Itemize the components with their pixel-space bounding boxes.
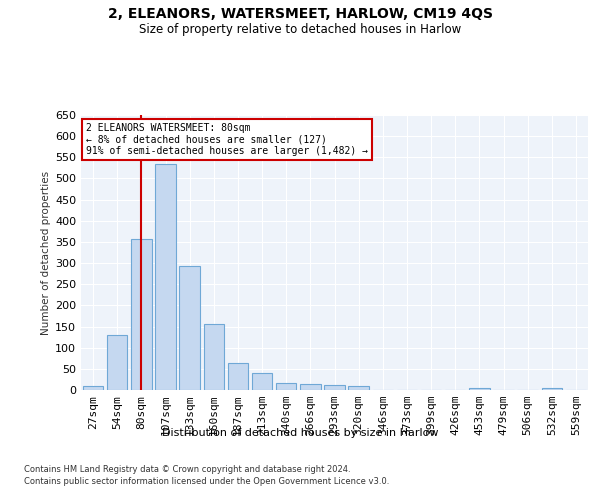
Text: Size of property relative to detached houses in Harlow: Size of property relative to detached ho… (139, 22, 461, 36)
Bar (252, 373, 272, 390)
Bar (203, 324, 224, 390)
Bar (131, 238, 152, 390)
Bar (227, 362, 248, 390)
Bar (179, 266, 200, 390)
Bar (542, 388, 562, 390)
Bar (349, 386, 369, 390)
Bar (469, 388, 490, 390)
Text: 2, ELEANORS, WATERSMEET, HARLOW, CM19 4QS: 2, ELEANORS, WATERSMEET, HARLOW, CM19 4Q… (107, 8, 493, 22)
Bar (300, 384, 320, 390)
Bar (155, 164, 176, 390)
Bar (83, 386, 103, 390)
Bar (107, 335, 127, 390)
Text: Distribution of detached houses by size in Harlow: Distribution of detached houses by size … (162, 428, 438, 438)
Text: Contains HM Land Registry data © Crown copyright and database right 2024.: Contains HM Land Registry data © Crown c… (24, 465, 350, 474)
Text: 2 ELEANORS WATERSMEET: 80sqm
← 8% of detached houses are smaller (127)
91% of se: 2 ELEANORS WATERSMEET: 80sqm ← 8% of det… (86, 123, 368, 156)
Y-axis label: Number of detached properties: Number of detached properties (41, 170, 51, 334)
Bar (324, 384, 345, 390)
Bar (276, 383, 296, 390)
Text: Contains public sector information licensed under the Open Government Licence v3: Contains public sector information licen… (24, 478, 389, 486)
